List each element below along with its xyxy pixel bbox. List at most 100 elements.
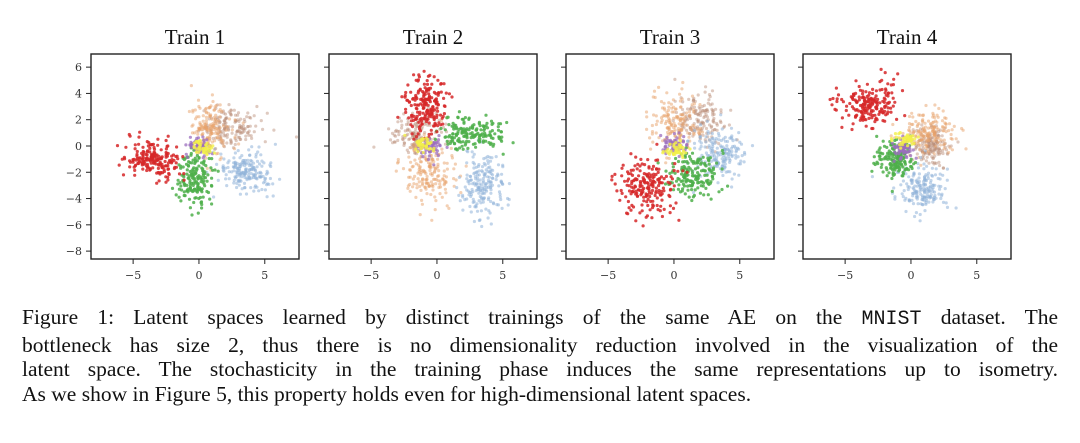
point-red xyxy=(635,194,640,198)
point-brown xyxy=(408,137,412,141)
point-orange xyxy=(215,136,219,140)
point-brown xyxy=(931,156,936,160)
point-purple xyxy=(893,150,897,154)
point-red xyxy=(879,107,884,111)
point-green xyxy=(459,140,463,144)
point-brown xyxy=(390,131,395,135)
panel-3: Train 3−5 0 5 xyxy=(561,25,775,282)
point-green xyxy=(708,181,713,185)
point-blue xyxy=(742,160,746,164)
point-brown xyxy=(710,89,715,93)
point-blue xyxy=(497,184,501,188)
point-orange xyxy=(679,117,683,121)
point-blue xyxy=(730,134,734,138)
point-blue xyxy=(740,154,744,158)
point-orange xyxy=(218,126,222,130)
point-blue xyxy=(716,181,720,185)
point-blue xyxy=(923,209,927,213)
point-red xyxy=(650,188,655,193)
point-blue xyxy=(489,222,493,226)
point-green xyxy=(686,178,691,183)
point-red xyxy=(830,103,834,107)
point-blue xyxy=(730,153,734,157)
point-red xyxy=(447,92,451,96)
point-red xyxy=(860,96,864,100)
point-red xyxy=(638,169,642,173)
point-yellow xyxy=(418,142,422,146)
point-green xyxy=(505,120,509,125)
point-brown xyxy=(391,141,395,145)
point-orange xyxy=(420,202,424,206)
y-tick-label: −8 xyxy=(66,245,82,258)
point-brown xyxy=(692,105,697,109)
point-orange xyxy=(665,91,669,95)
point-green xyxy=(875,160,879,164)
point-green xyxy=(726,184,730,188)
point-red xyxy=(884,88,888,92)
point-red xyxy=(432,115,436,119)
point-green xyxy=(690,171,695,175)
point-blue xyxy=(466,150,470,154)
point-orange xyxy=(190,131,195,135)
point-brown xyxy=(937,152,942,156)
point-green xyxy=(673,171,677,175)
point-red xyxy=(648,194,652,199)
point-green xyxy=(187,197,192,201)
point-brown xyxy=(415,124,419,128)
point-blue xyxy=(244,192,249,196)
point-red xyxy=(662,207,666,211)
point-green xyxy=(183,183,187,188)
point-brown xyxy=(696,119,700,123)
point-blue xyxy=(913,214,917,219)
point-orange xyxy=(212,108,217,112)
point-blue xyxy=(900,192,904,196)
point-red xyxy=(417,75,421,79)
point-blue xyxy=(713,138,717,143)
point-orange xyxy=(208,138,212,142)
point-green xyxy=(720,187,724,192)
point-red xyxy=(442,104,446,108)
point-brown xyxy=(233,142,237,147)
point-blue xyxy=(240,187,244,191)
point-red xyxy=(634,189,638,193)
point-brown xyxy=(406,120,410,124)
point-orange xyxy=(925,133,929,137)
caption-line-4: As we show in Figure 5, this property ho… xyxy=(22,381,752,406)
point-green xyxy=(487,133,491,137)
point-red xyxy=(164,155,168,159)
point-orange xyxy=(436,179,440,183)
point-orange xyxy=(690,94,695,98)
point-red xyxy=(417,125,421,129)
point-purple xyxy=(677,131,681,135)
point-blue xyxy=(481,179,486,183)
point-brown xyxy=(372,145,376,149)
point-orange xyxy=(952,124,956,128)
point-brown xyxy=(915,145,919,149)
point-blue xyxy=(486,216,490,220)
point-green xyxy=(446,142,450,146)
point-red xyxy=(861,89,865,93)
axes-frame xyxy=(328,53,538,260)
point-green xyxy=(674,156,678,161)
point-red xyxy=(409,123,413,127)
point-red xyxy=(411,96,415,101)
point-red xyxy=(668,181,672,185)
point-green xyxy=(473,133,477,137)
point-brown xyxy=(715,123,719,127)
point-orange xyxy=(681,80,685,85)
point-brown xyxy=(705,108,709,112)
point-blue xyxy=(263,176,268,180)
point-green xyxy=(875,134,879,138)
point-brown xyxy=(936,133,940,137)
x-tick-label: −5 xyxy=(600,269,616,282)
point-red xyxy=(672,184,676,188)
point-blue xyxy=(242,181,247,185)
point-orange xyxy=(412,143,416,147)
point-brown xyxy=(242,129,246,133)
point-red xyxy=(434,92,438,96)
point-orange xyxy=(682,119,686,123)
point-red xyxy=(160,171,165,175)
point-orange xyxy=(204,115,208,119)
point-red xyxy=(873,120,877,124)
point-brown xyxy=(937,147,942,151)
